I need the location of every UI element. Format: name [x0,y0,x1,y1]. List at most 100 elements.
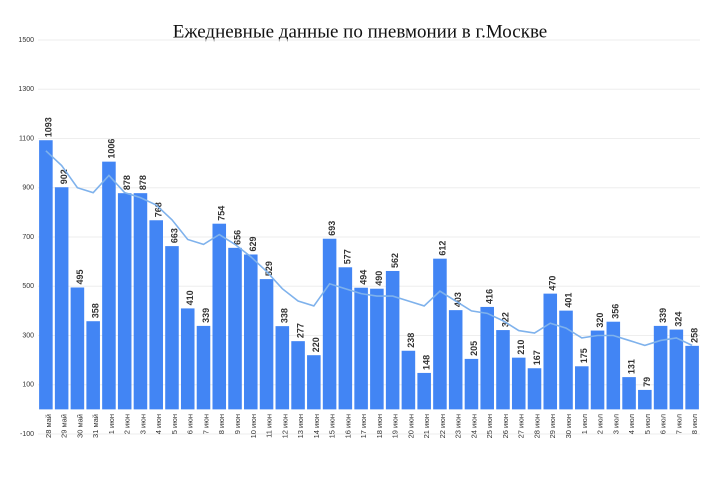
bar [527,368,542,410]
bar [653,325,668,410]
data-label: 902 [59,169,69,184]
y-tick-label: -100 [20,431,34,438]
y-tick-label: 900 [22,185,34,192]
data-label: 339 [658,308,668,323]
x-tick-label: 26 июн [501,414,510,438]
bar [149,220,163,410]
x-tick-label: 27 июн [517,414,526,438]
x-tick-label: 29 июн [548,414,557,438]
x-tick-label: 6 июн [186,414,195,434]
chart-title: Ежедневные данные по пневмонии в г.Москв… [173,21,548,42]
x-tick-label: 16 июн [343,414,352,438]
data-label: 754 [217,206,227,221]
bar [669,329,684,410]
x-tick-label: 30 июн [564,414,573,438]
x-tick-label: 2 июн [123,414,132,434]
x-tick-label: 10 июн [249,414,258,438]
bar [401,350,416,410]
x-tick-label: 4 июл [627,414,636,434]
bar [117,193,132,410]
bar [464,358,479,410]
data-label: 205 [469,341,479,356]
bar [275,326,290,410]
bar [133,193,148,410]
trend-line [45,150,693,347]
y-tick-label: 300 [22,332,34,339]
data-label: 403 [453,292,463,307]
x-tick-label: 7 июн [201,414,210,434]
x-tick-label: 1 июн [107,414,116,434]
x-tick-label: 30 май [75,414,84,438]
data-label: 356 [611,304,621,319]
data-label: 175 [579,348,589,363]
bar [370,288,384,410]
x-tick-label: 19 июн [391,414,400,438]
data-label: 495 [75,269,85,284]
data-label: 401 [563,293,573,308]
bar [338,267,353,410]
x-tick-label: 13 июн [296,414,305,438]
data-label: 494 [358,270,368,285]
data-label: 339 [201,308,211,323]
x-tick-label: 14 июн [312,414,321,438]
bar [622,377,636,410]
data-label: 358 [91,303,101,318]
bar [606,321,621,410]
x-tick-label: 2 июл [596,414,605,434]
bar [244,254,258,410]
data-label: 320 [595,313,605,328]
bar [543,293,558,410]
data-label: 131 [626,359,636,374]
x-tick-label: 18 июн [375,414,384,438]
bar [385,270,400,410]
y-tick-label: 500 [22,283,34,290]
y-tick-label: 100 [22,382,34,389]
x-tick-label: 4 июн [154,414,163,434]
data-label: 324 [674,312,684,327]
data-label: 79 [642,377,652,387]
x-tick-label: 25 июн [485,414,494,438]
bar [228,247,242,410]
data-label: 210 [516,340,526,355]
bar [180,308,195,410]
x-tick-label: 5 июл [643,414,652,434]
y-tick-label: 700 [22,234,34,241]
x-tick-label: 28 июн [532,414,541,438]
data-label: 277 [295,323,305,338]
data-label: 416 [485,289,495,304]
x-tick-label: 12 июн [280,414,289,438]
data-label: 629 [248,236,258,251]
x-tick-label: 8 июн [217,414,226,434]
data-label: 656 [232,230,242,245]
bar [196,325,211,410]
bar [354,287,368,410]
data-label: 878 [138,175,148,190]
x-tick-label: 11 июн [265,414,274,438]
x-tick-label: 20 июн [406,414,415,438]
data-label: 258 [689,328,699,343]
bar [480,306,494,410]
bar [54,187,69,410]
x-tick-label: 23 июн [454,414,463,438]
data-label: 1093 [43,117,53,137]
bar [307,355,321,410]
y-tick-label: 1100 [19,135,34,142]
bar [102,161,116,410]
data-label: 338 [280,308,290,323]
data-label: 663 [169,228,179,243]
x-tick-label: 31 май [91,414,100,438]
x-tick-label: 28 май [44,414,53,438]
data-label: 878 [122,175,132,190]
data-label: 768 [154,202,164,217]
bar [70,287,85,410]
bar [511,357,526,410]
bar [448,310,463,410]
data-label: 238 [406,333,416,348]
x-tick-label: 22 июн [438,414,447,438]
bar [638,389,652,410]
bar [433,258,447,410]
data-label: 693 [327,221,337,236]
x-tick-label: 15 июн [328,414,337,438]
data-label: 410 [185,290,195,305]
